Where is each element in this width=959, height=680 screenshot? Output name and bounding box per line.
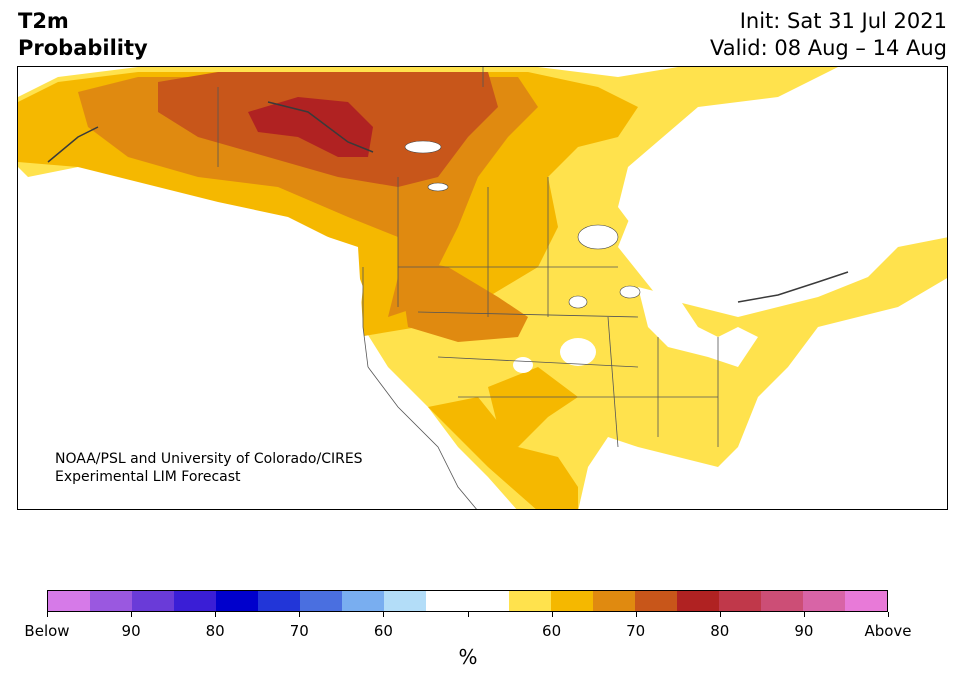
colorbar-tick-mark [131,612,133,617]
colorbar-tick-mark [551,612,553,617]
colorbar-segment [509,591,552,611]
probability-map [17,66,948,510]
map-title: T2m Probability [18,8,148,62]
colorbar-segment [803,591,846,611]
colorbar-tick-label: 70 [289,622,309,640]
forecast-dates: Init: Sat 31 Jul 2021 Valid: 08 Aug – 14… [710,8,947,62]
colorbar-tick-label: Above [864,622,912,640]
colorbar [47,590,888,612]
colorbar-segment [257,591,300,611]
colorbar-tick-mark [383,612,385,617]
region-p70-west [398,257,528,342]
colorbar-tick-label: 90 [794,622,814,640]
colorbar-tick-mark [215,612,217,617]
colorbar-segment [551,591,594,611]
colorbar-tick-label: 70 [626,622,646,640]
colorbar-tick-mark [719,612,721,617]
region-white-texas [513,357,533,373]
colorbar-unit: % [458,645,478,669]
colorbar-segment [719,591,762,611]
colorbar-tick-mark [467,612,469,617]
map-canvas [18,67,947,509]
region-white-northeast [618,67,947,297]
colorbar-segment [635,591,678,611]
boundaries [217,67,719,509]
colorbar-segment [383,591,426,611]
colorbar-segment [425,591,468,611]
title-line-2: Probability [18,36,148,60]
credit-line-1: NOAA/PSL and University of Colorado/CIRE… [55,451,363,467]
colorbar-tick-label: Below [24,622,70,640]
colorbar-tick-label: 90 [121,622,141,640]
colorbar-segment [845,591,888,611]
rivers [47,101,849,303]
colorbar-segment [677,591,720,611]
credit-text: NOAA/PSL and University of Colorado/CIRE… [55,450,363,486]
colorbar-segment [467,591,510,611]
region-white-plains [560,338,596,366]
colorbar-tick-mark [299,612,301,617]
colorbar-segment [215,591,258,611]
colorbar-segment [299,591,342,611]
colorbar-tick-label: 60 [373,622,393,640]
colorbar-tick-label: 80 [205,622,225,640]
region-p65-gulf [488,367,578,447]
colorbar-segment [173,591,216,611]
colorbar-tick-mark [803,612,805,617]
lakes [404,140,641,309]
title-line-1: T2m [18,9,69,33]
colorbar-tick-label: 80 [710,622,730,640]
colorbar-segment [89,591,132,611]
colorbar-segment [341,591,384,611]
region-white-lakes [638,287,758,367]
init-date: Init: Sat 31 Jul 2021 [739,9,947,33]
region-p65-mexico [428,397,578,509]
colorbar-tick-label: 60 [542,622,562,640]
colorbar-segment [48,591,90,611]
colorbar-segment [761,591,804,611]
colorbar-segment [593,591,636,611]
valid-date: Valid: 08 Aug – 14 Aug [709,36,947,60]
region-white-pacific [18,187,477,509]
colorbar-tick-mark [635,612,637,617]
region-p80 [248,97,373,157]
colorbar-segment [131,591,174,611]
colorbar-tick-mark [888,612,889,617]
colorbar-tick-mark [47,612,48,617]
credit-line-2: Experimental LIM Forecast [55,469,241,485]
